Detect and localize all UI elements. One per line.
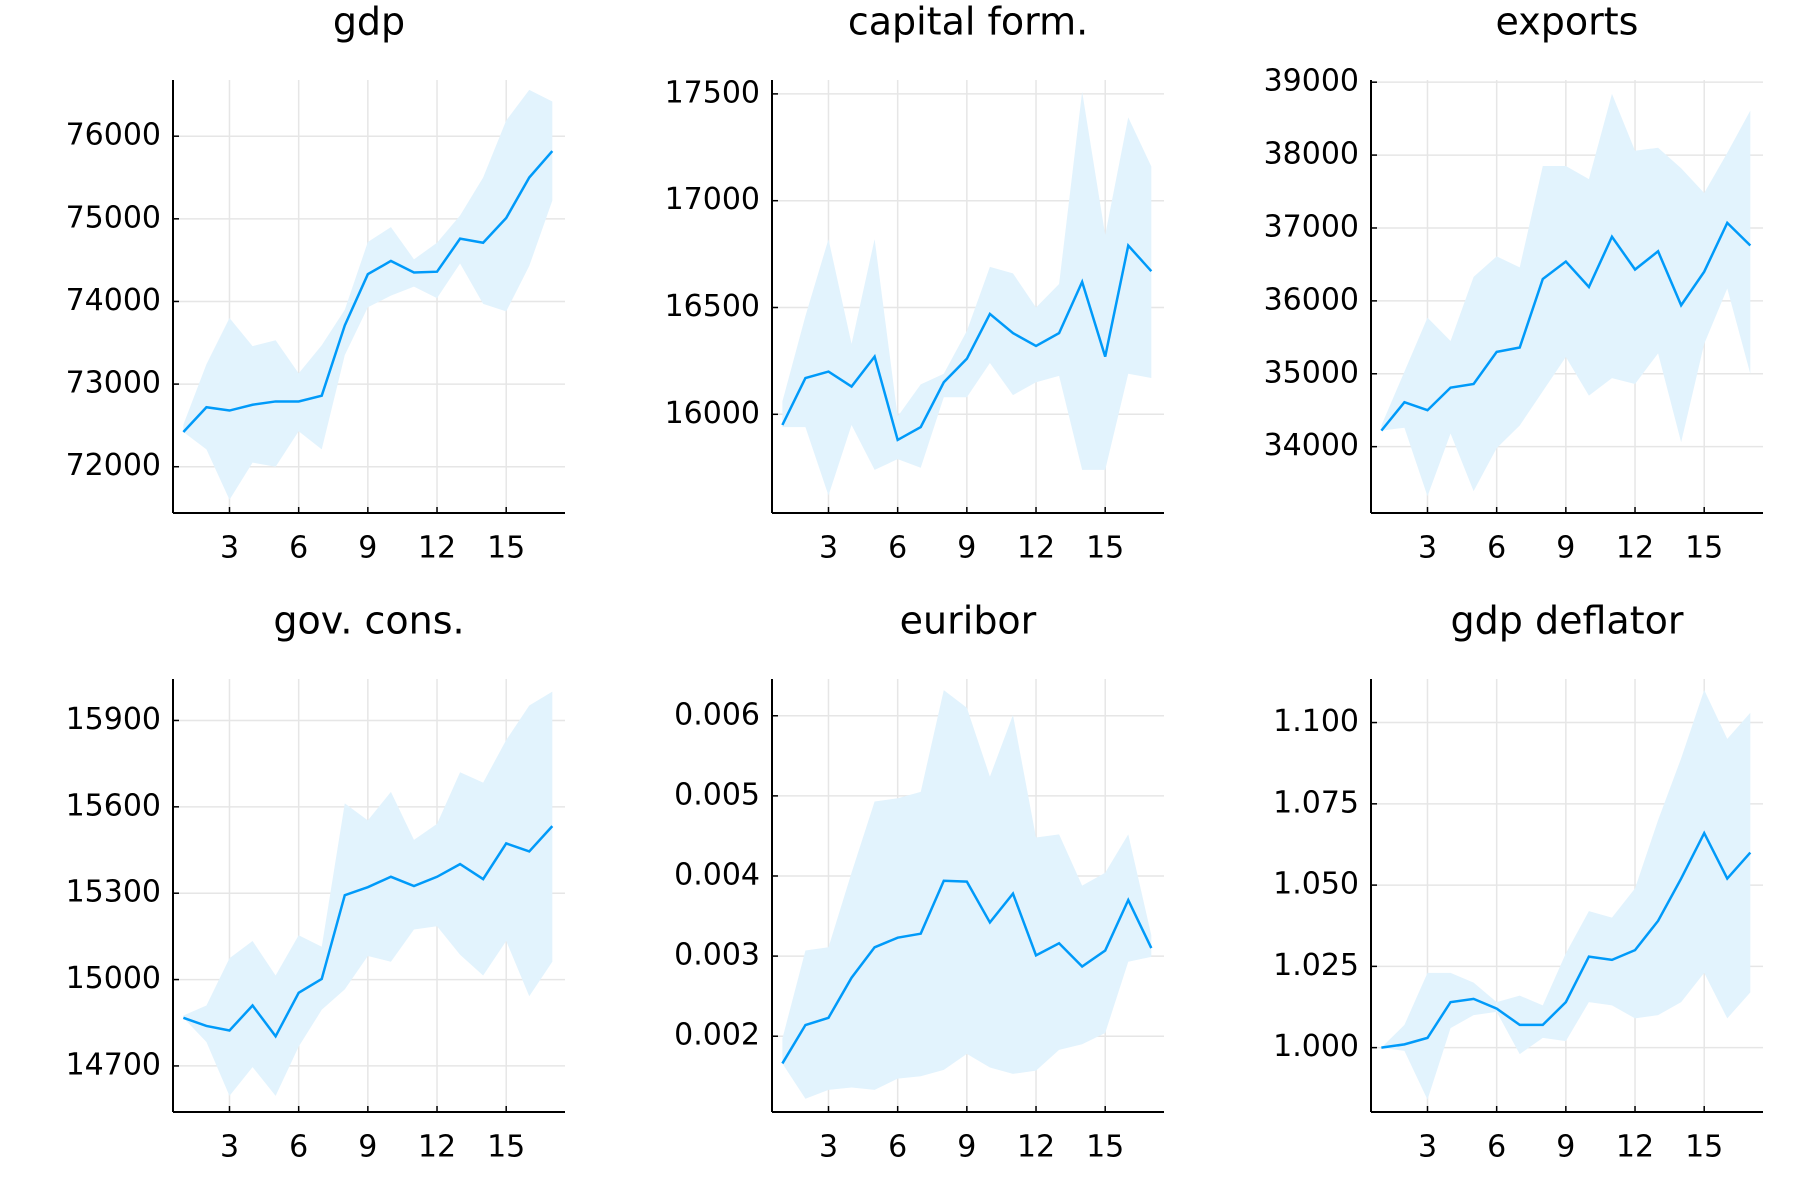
chart-title: gdp deflator [1451,599,1684,643]
x-tick-label: 3 [1418,531,1437,566]
confidence-band [1381,93,1751,497]
y-tick-label: 0.004 [674,857,760,892]
y-tick-label: 17500 [665,75,760,110]
x-tick-label: 6 [1487,531,1506,566]
y-tick-label: 1.100 [1273,704,1359,739]
y-tick-label: 15300 [66,875,161,910]
y-tick-label: 14700 [66,1047,161,1082]
x-tick-label: 12 [418,1130,456,1165]
y-tick-label: 15000 [66,961,161,996]
x-tick-label: 15 [487,1130,525,1165]
line [182,150,554,433]
x-tick-label: 12 [1017,531,1055,566]
y-tick-label: 0.002 [674,1018,760,1053]
x-tick-label: 15 [1685,531,1723,566]
y-tick-label: 39000 [1264,64,1359,99]
confidence-band [183,691,553,1096]
y-tick-label: 1.050 [1273,867,1359,902]
y-tick-label: 76000 [66,118,161,153]
y-tick-label: 16000 [665,396,760,431]
y-tick-label: 35000 [1264,355,1359,390]
x-tick-label: 15 [1086,531,1124,566]
line [182,825,554,1039]
x-tick-label: 15 [487,531,525,566]
y-tick-label: 0.005 [674,777,760,812]
x-tick-label: 12 [1017,1130,1055,1165]
x-tick-label: 12 [1616,531,1654,566]
confidence-band [1381,690,1751,1100]
x-tick-label: 6 [289,1130,308,1165]
line [1380,220,1752,432]
x-tick-label: 15 [1086,1130,1124,1165]
line [781,242,1153,442]
y-tick-label: 15600 [66,788,161,823]
y-tick-label: 36000 [1264,282,1359,317]
x-tick-label: 12 [1616,1130,1654,1165]
y-tick-label: 16500 [665,289,760,324]
x-tick-label: 6 [888,1130,907,1165]
x-tick-label: 15 [1685,1130,1723,1165]
x-tick-label: 9 [957,531,976,566]
chart-title: exports [1496,0,1639,44]
y-tick-label: 72000 [66,448,161,483]
y-tick-label: 17000 [665,182,760,217]
y-tick-label: 1.075 [1273,785,1359,820]
y-tick-label: 0.006 [674,697,760,732]
chart-title: gdp [333,0,405,44]
y-tick-label: 75000 [66,200,161,235]
x-tick-label: 3 [819,1130,838,1165]
y-tick-label: 1.025 [1273,948,1359,983]
x-tick-label: 6 [888,531,907,566]
line [1381,830,1752,1049]
x-tick-label: 3 [1418,1130,1437,1165]
confidence-band [782,690,1152,1099]
y-tick-label: 74000 [66,283,161,318]
chart-title: gov. cons. [273,599,464,643]
y-tick-label: 38000 [1264,137,1359,172]
y-tick-label: 34000 [1264,428,1359,463]
chart-title: capital form. [848,0,1088,44]
x-tick-label: 9 [358,1130,377,1165]
y-tick-label: 73000 [66,366,161,401]
confidence-band [782,91,1152,496]
x-tick-label: 3 [819,531,838,566]
x-tick-label: 9 [1556,531,1575,566]
confidence-band [183,89,553,500]
y-tick-label: 37000 [1264,209,1359,244]
x-tick-label: 9 [358,531,377,566]
chart-title: euribor [900,599,1037,643]
x-tick-label: 9 [1556,1130,1575,1165]
y-tick-label: 15900 [66,702,161,737]
x-tick-label: 6 [1487,1130,1506,1165]
x-tick-label: 9 [957,1130,976,1165]
y-tick-label: 1.000 [1273,1029,1359,1064]
x-tick-label: 3 [220,531,239,566]
x-tick-label: 3 [220,1130,239,1165]
line [781,879,1153,1065]
x-tick-label: 6 [289,531,308,566]
x-tick-label: 12 [418,531,456,566]
y-tick-label: 0.003 [674,938,760,973]
